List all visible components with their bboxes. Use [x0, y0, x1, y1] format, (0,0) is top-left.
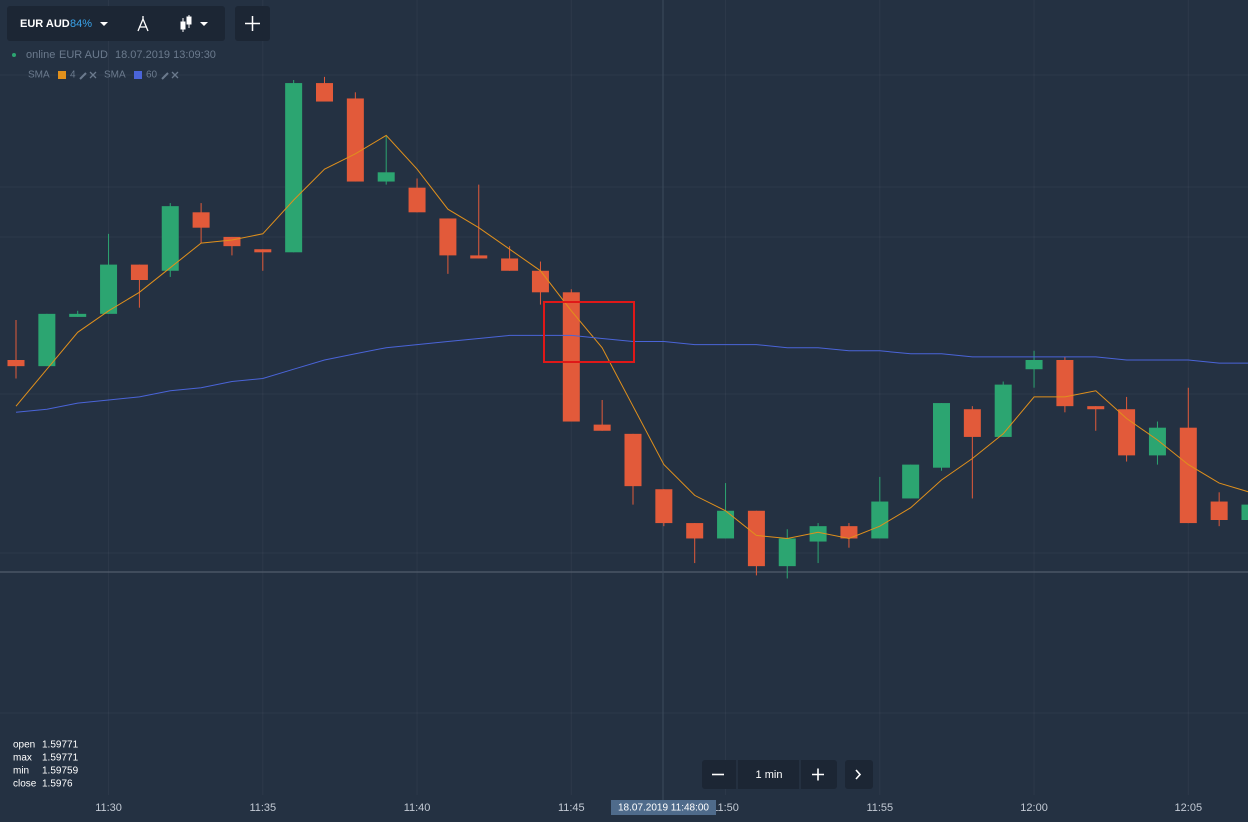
candle-body: [840, 526, 858, 539]
legend-swatch: [58, 71, 66, 79]
candle-body: [1148, 427, 1166, 456]
legend-name: SMA: [104, 70, 126, 81]
x-tick-label: 11:30: [95, 802, 122, 814]
candle-body: [686, 523, 704, 539]
x-tick-label: 12:05: [1175, 802, 1203, 814]
ohlc-label: close: [13, 779, 37, 790]
legend-remove[interactable]: [89, 71, 97, 79]
candle-body: [38, 313, 56, 367]
status-time: 18.07.2019 13:09:30: [115, 49, 216, 61]
x-tick-label: 12:00: [1020, 802, 1048, 814]
legend-remove[interactable]: [171, 71, 179, 79]
candle-body: [1210, 501, 1228, 520]
candle-body: [7, 360, 25, 367]
ohlc-value: 1.59771: [42, 753, 79, 764]
candle-body: [346, 98, 364, 182]
candle-body: [871, 501, 889, 539]
candle-body: [161, 206, 179, 271]
sma-line: [15, 134, 1248, 540]
x-tick-label: 11:45: [558, 802, 585, 814]
chart-type-dropdown[interactable]: [200, 22, 208, 26]
x-tick-label: 11:40: [404, 802, 431, 814]
legend-period: 60: [146, 70, 158, 81]
ohlc-label: max: [13, 753, 32, 764]
candle-body: [963, 409, 981, 437]
candle-body: [316, 83, 333, 102]
asset-dropdown[interactable]: [100, 22, 108, 26]
crosshair-time: 18.07.2019 11:48:00: [618, 803, 709, 814]
candle-body: [254, 249, 272, 253]
x-tick-label: 11:55: [866, 802, 893, 814]
icon-part: [180, 21, 186, 30]
zoom-control: [702, 760, 837, 789]
candle-body: [1118, 409, 1136, 456]
drawing-tools-icon[interactable]: [137, 16, 149, 32]
ohlc-value: 1.59771: [42, 740, 79, 751]
online-dot: [12, 53, 16, 57]
status-asset: EUR AUD: [59, 49, 108, 61]
legend-edit[interactable]: [79, 72, 87, 80]
candle-body: [593, 424, 611, 431]
legend-edit[interactable]: [161, 72, 169, 80]
candle-body: [933, 403, 950, 468]
legend-name: SMA: [28, 70, 50, 81]
zoom-in[interactable]: [812, 768, 824, 781]
candle-body: [1087, 406, 1105, 410]
scroll-right-icon: [855, 769, 862, 780]
status-state: online: [26, 49, 55, 61]
x-tick-label: 11:50: [712, 802, 739, 814]
candle-body: [1179, 427, 1197, 524]
candle-body: [1056, 360, 1074, 407]
payout: 84%: [70, 18, 92, 30]
candle-body: [439, 218, 457, 256]
legend-period: 4: [70, 70, 76, 81]
ohlc-value: 1.5976: [42, 779, 73, 790]
ohlc-value: 1.59759: [42, 766, 79, 777]
candle-body: [223, 236, 241, 247]
icon-part: [186, 16, 192, 25]
candle-body: [100, 264, 118, 314]
candle-body: [655, 489, 673, 524]
candle-body: [624, 433, 642, 487]
legend-swatch: [134, 71, 142, 79]
candle-body: [531, 270, 549, 293]
candle-body: [1241, 504, 1248, 520]
x-tick-label: 11:35: [249, 802, 276, 814]
add-icon: [245, 16, 260, 31]
candle-body: [717, 510, 735, 539]
candle-body: [285, 83, 303, 253]
candle-body: [470, 255, 488, 259]
candle-body: [994, 384, 1012, 437]
asset-name[interactable]: EUR AUD: [20, 18, 70, 30]
ohlc-label: min: [13, 766, 29, 777]
candle-body: [1025, 360, 1043, 370]
zoom-level[interactable]: 1 min: [756, 769, 783, 781]
candle-body: [377, 172, 395, 182]
candle-body: [408, 187, 426, 213]
candle-body: [778, 538, 796, 567]
highlight-box: [543, 301, 635, 363]
chart-type-icon[interactable]: [180, 15, 192, 32]
crosshair-time-box: [611, 800, 716, 815]
candle-body: [902, 464, 920, 499]
candle-body: [130, 264, 148, 280]
horizontal-grid: [0, 74, 1248, 714]
ohlc-label: open: [13, 740, 35, 751]
candle-body: [562, 292, 580, 422]
candle-body: [69, 313, 87, 317]
candle-body: [501, 258, 519, 271]
candle-body: [192, 212, 210, 228]
candle-body: [747, 510, 765, 567]
candle-body: [809, 526, 827, 542]
toolbar: [7, 6, 225, 41]
